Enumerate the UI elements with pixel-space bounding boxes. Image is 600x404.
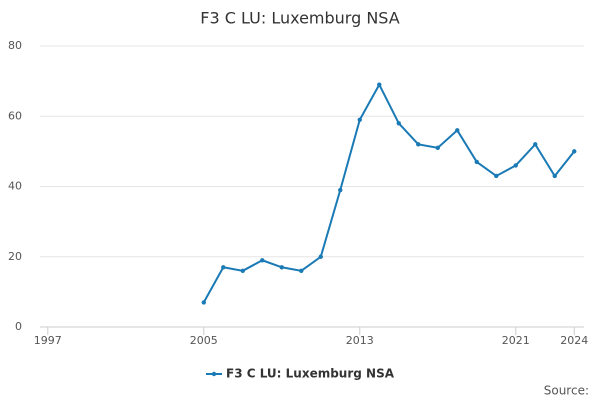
line: [202, 82, 576, 303]
y-tick-label: 40: [8, 180, 22, 193]
source: Source:: [544, 384, 589, 398]
chart-title: F3 C LU: Luxemburg NSA: [200, 9, 399, 28]
legend-label: F3 C LU: Luxemburg NSA: [226, 367, 395, 381]
x-tick-label: 2005: [190, 334, 218, 347]
point: [279, 265, 284, 270]
point: [318, 254, 323, 259]
y-tick-label: 60: [8, 109, 22, 122]
point: [435, 145, 440, 151]
point: [533, 142, 538, 147]
x-tick-label: 2013: [346, 334, 374, 347]
point: [201, 300, 206, 305]
point: [299, 268, 304, 273]
legend-marker: [211, 371, 217, 377]
point: [221, 265, 226, 270]
y-tick-label: 80: [8, 39, 22, 52]
point: [416, 142, 421, 147]
x-tick-label: 2024: [560, 334, 588, 347]
x-tick-label: 1997: [34, 334, 62, 347]
point: [240, 268, 245, 273]
point: [396, 121, 401, 126]
point: [474, 159, 479, 165]
point: [513, 163, 518, 168]
point: [572, 149, 577, 154]
y-tick-label: 20: [8, 250, 22, 263]
point: [377, 82, 382, 87]
point: [455, 128, 460, 133]
point: [357, 117, 362, 122]
point: [338, 187, 343, 193]
point: [494, 173, 499, 179]
x-tick-label: 2021: [502, 334, 530, 347]
y-tick-label: 0: [15, 320, 22, 333]
point: [260, 258, 265, 263]
point: [552, 173, 557, 179]
